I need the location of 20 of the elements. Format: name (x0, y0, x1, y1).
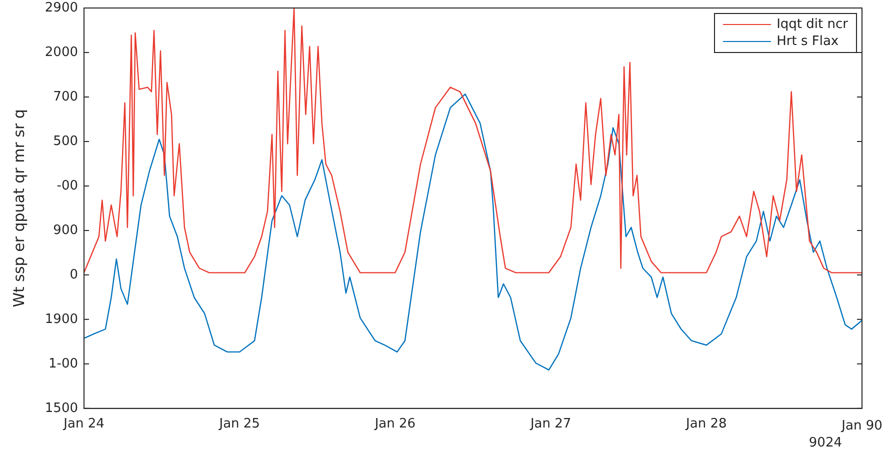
text: 500 (53, 134, 78, 149)
text: 700 (53, 89, 78, 104)
x-tick-label: Jan 27 (529, 416, 572, 432)
text: 1500 (44, 400, 78, 416)
text: 1-00 (48, 356, 78, 372)
x-tick-label: Jan 25 (218, 416, 260, 432)
text: 1900 (44, 312, 78, 327)
x-tick-label: Jan 28 (685, 416, 727, 432)
x-tick-label: Jan 24 (62, 416, 104, 432)
legend-label: Hrt s Flax (776, 33, 839, 50)
x-tick-label: Jan 26 (374, 416, 416, 432)
text: 2900 (44, 0, 78, 16)
text: 9024 (808, 435, 842, 450)
text: 900 (53, 222, 78, 238)
text: Jan 90 (840, 418, 882, 434)
text: 2000 (44, 44, 78, 60)
legend-label: Iqqt dit ncr (776, 16, 848, 33)
text: -00 (56, 178, 78, 194)
text: 0 (70, 267, 78, 282)
y-axis-title: Wt ssp er qpuat qr mr sr q (10, 109, 28, 308)
